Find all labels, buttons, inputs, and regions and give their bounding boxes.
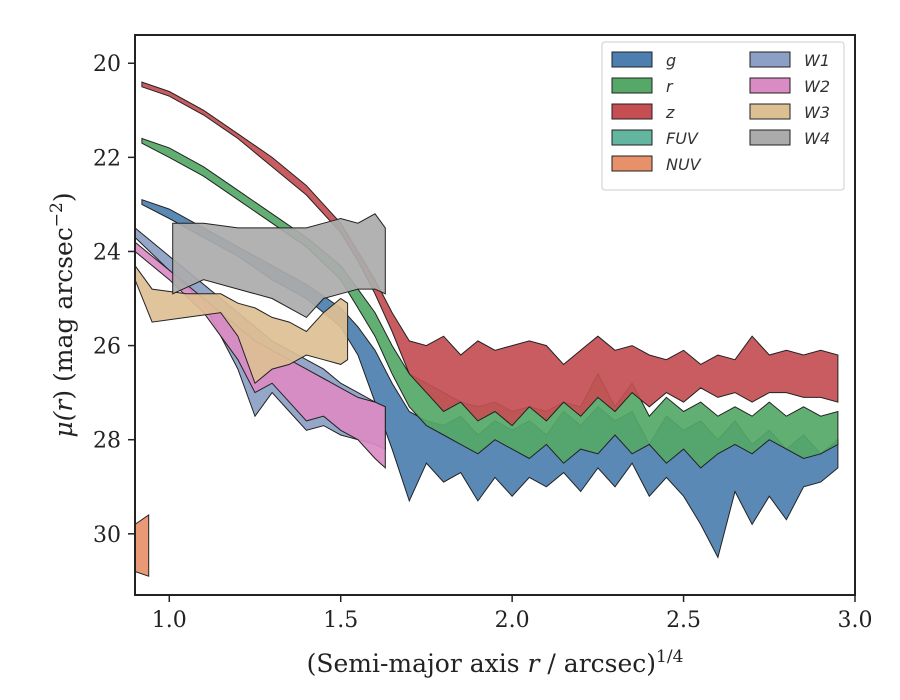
legend-label-r: r <box>666 77 674 96</box>
y-tick-label: 20 <box>93 52 121 77</box>
y-tick-label: 26 <box>93 335 121 360</box>
plot-frame <box>134 34 856 596</box>
legend-label-w3: W3 <box>804 103 830 122</box>
y-tick-label: 24 <box>93 240 121 265</box>
legend-items: grz FUV NUV W1 W2 W3 W4 <box>611 51 830 174</box>
x-tick-label: 1.0 <box>152 608 187 633</box>
legend-label-fuv: FUV <box>666 129 699 148</box>
legend-swatch-r <box>611 77 653 94</box>
y-axis-label: μ(r) (mag arcsec−2) <box>47 192 78 437</box>
series-band-w4 <box>172 213 386 319</box>
legend-swatch-fuv <box>611 129 653 146</box>
legend-label-w2: W2 <box>804 77 830 96</box>
legend: grz FUV NUV W1 W2 W3 W4 <box>601 41 845 191</box>
y-tick-label: 28 <box>93 429 121 454</box>
legend-swatch-w2 <box>749 77 791 94</box>
series-band-w3 <box>134 264 349 385</box>
series-band-z <box>141 81 839 427</box>
legend-swatch-g <box>611 51 653 68</box>
x-tick-label: 2.0 <box>495 608 530 633</box>
x-tick-label: 3.0 <box>838 608 873 633</box>
legend-label-g: g <box>666 51 676 70</box>
series-layer <box>134 81 839 577</box>
legend-swatch-w3 <box>749 103 791 120</box>
legend-label-z: z <box>665 103 675 122</box>
legend-swatch-w4 <box>749 129 791 146</box>
x-tick-label: 2.5 <box>666 608 701 633</box>
legend-label-nuv: NUV <box>666 155 702 174</box>
ticks-layer: 1.0 1.5 2.0 2.5 3.0 20 22 24 26 28 30 <box>93 52 873 633</box>
x-tick-label: 1.5 <box>323 608 358 633</box>
y-tick-label: 30 <box>93 523 121 548</box>
legend-label-w4: W4 <box>804 129 830 148</box>
legend-swatch-z <box>611 103 653 120</box>
y-tick-label: 22 <box>93 146 121 171</box>
legend-swatch-w1 <box>749 51 791 68</box>
legend-label-w1: W1 <box>804 51 830 70</box>
series-band-nuv <box>134 514 150 577</box>
legend-swatch-nuv <box>611 155 653 172</box>
x-axis-label: (Semi-major axis r / arcsec)1/4 <box>307 647 684 678</box>
